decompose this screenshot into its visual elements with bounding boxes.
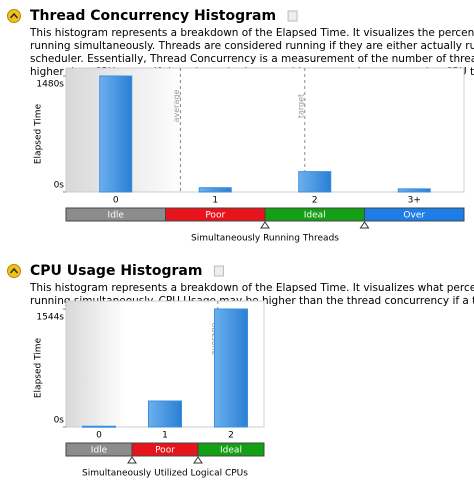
x-tick-label: 0 bbox=[113, 196, 119, 206]
x-tick-label: 1 bbox=[212, 196, 218, 206]
range-band-label: Ideal bbox=[304, 211, 326, 221]
range-marker bbox=[193, 456, 203, 464]
annotation-label: target bbox=[296, 94, 305, 118]
x-axis-label: Simultaneously Running Threads bbox=[191, 234, 339, 244]
bar bbox=[148, 400, 182, 428]
range-marker bbox=[127, 456, 137, 464]
annotation-label: average bbox=[172, 90, 181, 123]
range-band bbox=[364, 207, 465, 222]
range-band-label: Idle bbox=[91, 446, 108, 456]
plot-area bbox=[65, 67, 465, 193]
section-title: Thread Concurrency Histogram bbox=[30, 8, 276, 24]
range-band-label: Poor bbox=[205, 211, 225, 221]
section-title: CPU Usage Histogram bbox=[30, 263, 202, 279]
x-tick-label: 0 bbox=[96, 431, 102, 441]
collapse-button[interactable] bbox=[7, 9, 21, 23]
x-tick-label: 3+ bbox=[408, 196, 421, 206]
range-band-label: Ideal bbox=[220, 446, 242, 456]
annotation-label: average bbox=[209, 323, 218, 356]
y-axis-label: Elapsed Time bbox=[34, 337, 44, 398]
range-band bbox=[197, 442, 265, 457]
y-tick-label: 1480s bbox=[36, 80, 64, 90]
description: This histogram represents a breakdown of… bbox=[29, 282, 474, 294]
bar bbox=[214, 308, 248, 428]
x-axis-label: Simultaneously Utilized Logical CPUs bbox=[82, 469, 248, 479]
y-tick-label: 0s bbox=[54, 416, 65, 426]
x-tick-label: 2 bbox=[312, 196, 318, 206]
collapse-arrow bbox=[9, 267, 19, 274]
bar bbox=[298, 171, 332, 193]
description: running simultaneously. Threads are cons… bbox=[30, 40, 474, 52]
bar bbox=[397, 188, 431, 193]
y-tick-label: 1544s bbox=[36, 313, 64, 323]
description: scheduler. Essentially, Thread Concurren… bbox=[30, 53, 474, 65]
y-axis-label: Elapsed Time bbox=[34, 103, 44, 164]
range-marker bbox=[260, 221, 270, 229]
bar bbox=[82, 425, 116, 428]
range-marker bbox=[359, 221, 370, 229]
range-band-label: Poor bbox=[155, 446, 175, 456]
y-tick-label: 0s bbox=[54, 181, 65, 191]
x-tick-label: 2 bbox=[228, 431, 234, 441]
description: This histogram represents a breakdown of… bbox=[29, 27, 474, 39]
x-tick-label: 1 bbox=[162, 431, 168, 441]
bar bbox=[198, 187, 232, 193]
copy-icon[interactable] bbox=[287, 10, 298, 22]
bar bbox=[99, 75, 133, 193]
range-band-label: Over bbox=[403, 211, 425, 221]
copy-icon[interactable] bbox=[213, 265, 224, 277]
range-band-label: Idle bbox=[108, 211, 125, 221]
collapse-button[interactable] bbox=[7, 264, 21, 278]
collapse-arrow bbox=[9, 12, 19, 19]
